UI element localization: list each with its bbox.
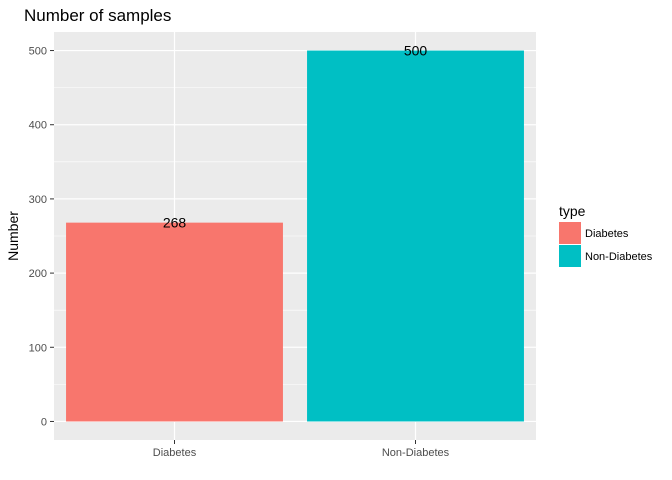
y-tick-label: 100 bbox=[29, 342, 47, 354]
bar-non-diabetes bbox=[307, 50, 524, 422]
legend-label: Diabetes bbox=[585, 228, 629, 240]
data-label: 500 bbox=[404, 43, 428, 59]
legend-key-non-diabetes bbox=[559, 245, 581, 267]
x-tick-label: Non-Diabetes bbox=[382, 447, 450, 459]
y-axis-title: Number bbox=[5, 211, 21, 261]
legend-key-diabetes bbox=[559, 222, 581, 244]
legend-label: Non-Diabetes bbox=[585, 251, 653, 263]
data-label: 268 bbox=[163, 215, 187, 231]
y-tick-label: 300 bbox=[29, 194, 47, 206]
y-axis: 0 100 200 300 400 500 bbox=[29, 46, 54, 428]
bars bbox=[66, 50, 524, 422]
y-tick-label: 0 bbox=[41, 416, 47, 428]
y-tick-label: 200 bbox=[29, 268, 47, 280]
legend: type Diabetes Non-Diabetes bbox=[559, 203, 653, 267]
chart-title: Number of samples bbox=[24, 6, 171, 25]
bar-diabetes bbox=[66, 222, 283, 422]
y-tick-label: 500 bbox=[29, 46, 47, 58]
x-axis: Diabetes Non-Diabetes bbox=[153, 440, 450, 459]
data-labels: 268 500 bbox=[163, 43, 428, 231]
y-tick-label: 400 bbox=[29, 120, 47, 132]
legend-title: type bbox=[559, 203, 586, 219]
x-tick-label: Diabetes bbox=[153, 447, 197, 459]
